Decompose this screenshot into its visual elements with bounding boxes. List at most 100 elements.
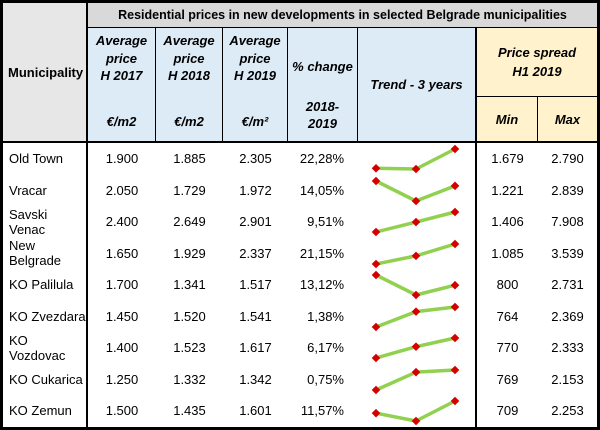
table-row: Savski Venac 2.400 2.649 2.901 9,51% 1.4… xyxy=(3,206,597,238)
trend-sparkline xyxy=(371,207,460,237)
min-cell: 1.085 xyxy=(491,245,524,261)
price-h2017-cell: 1.450 xyxy=(105,308,139,324)
municipality-header: Municipality xyxy=(3,3,88,143)
pct-change-cell: 1,38% xyxy=(307,308,344,324)
max-cell: 2.333 xyxy=(551,340,584,356)
price-h2019-cell: 1.972 xyxy=(239,182,272,198)
price-h2018-cell: 2.649 xyxy=(173,214,206,230)
pct-change-cell: 0,75% xyxy=(307,371,344,387)
price-h2017-cell: 1.900 xyxy=(105,151,139,167)
table-row: KO Vozdovac 1.400 1.523 1.617 6,17% 770 … xyxy=(3,332,597,364)
table-body: Old Town 1.900 1.885 2.305 22,28% 1.679 … xyxy=(3,143,597,427)
pct-change-cell: 21,15% xyxy=(299,245,344,261)
min-cell: 769 xyxy=(496,371,519,387)
price-h2018-cell: 1.523 xyxy=(173,340,206,356)
table-row: New Belgrade 1.650 1.929 2.337 21,15% 1.… xyxy=(3,237,597,269)
trend-cell xyxy=(358,206,477,238)
trend-cell xyxy=(358,143,477,175)
price-h2019-cell: 1.617 xyxy=(239,340,272,356)
trend-sparkline xyxy=(371,333,460,363)
municipality-cell: Vracar xyxy=(3,174,88,206)
max-cell: 2.731 xyxy=(551,277,584,293)
table-row: KO Palilula 1.700 1.341 1.517 13,12% 800… xyxy=(3,269,597,301)
pct-change-cell: 22,28% xyxy=(299,151,344,167)
avg-price-h2018-header: Average price H 2018 €/m2 xyxy=(156,28,223,143)
avg-price-label: Average price xyxy=(95,33,148,66)
trend-cell xyxy=(358,269,477,301)
pct-change-cell: 14,05% xyxy=(299,182,344,198)
price-h2019-cell: 2.901 xyxy=(239,214,272,230)
table-title-banner: Residential prices in new developments i… xyxy=(88,3,597,28)
max-cell: 2.839 xyxy=(551,182,584,198)
pct-change-cell: 13,12% xyxy=(299,277,344,293)
avg-price-h2019-header: Average price H 2019 €/m² xyxy=(223,28,288,143)
pct-change-header: % change 2018- 2019 xyxy=(288,28,358,143)
trend-sparkline xyxy=(371,396,460,426)
table-header: Municipality Residential prices in new d… xyxy=(3,3,597,143)
trend-cell xyxy=(358,237,477,269)
municipality-cell: Savski Venac xyxy=(3,206,88,238)
price-h2019-cell: 2.337 xyxy=(239,245,272,261)
max-cell: 2.153 xyxy=(551,371,584,387)
max-cell: 7.908 xyxy=(551,214,584,230)
trend-sparkline xyxy=(371,176,460,205)
avg-price-h2017-unit: €/m2 xyxy=(106,114,137,130)
municipality-cell: KO Palilula xyxy=(3,269,88,301)
trend-sparkline xyxy=(371,270,460,300)
price-h2018-cell: 1.929 xyxy=(173,245,206,261)
trend-cell xyxy=(358,174,477,206)
table-row: KO Cukarica 1.250 1.332 1.342 0,75% 769 … xyxy=(3,363,597,395)
max-cell: 2.253 xyxy=(551,403,584,419)
pct-change-cell: 9,51% xyxy=(307,214,344,230)
trend-sparkline xyxy=(371,302,460,331)
price-h2018-cell: 1.729 xyxy=(173,182,206,198)
pct-change-cell: 6,17% xyxy=(307,340,344,356)
price-h2017-cell: 1.400 xyxy=(105,340,139,356)
municipality-cell: KO Zvezdara xyxy=(3,300,88,332)
trend-cell xyxy=(358,332,477,364)
max-cell: 3.539 xyxy=(551,245,584,261)
price-h2017-cell: 1.700 xyxy=(105,277,139,293)
price-h2019-cell: 1.541 xyxy=(239,308,272,324)
price-h2018-cell: 1.341 xyxy=(173,277,206,293)
price-h2017-cell: 2.050 xyxy=(105,182,139,198)
min-header: Min xyxy=(477,97,538,143)
table-row: Vracar 2.050 1.729 1.972 14,05% 1.221 2.… xyxy=(3,174,597,206)
trend-header: Trend - 3 years xyxy=(358,28,477,143)
pct-change-range: 2018- 2019 xyxy=(305,98,340,132)
avg-price-h2018-label: Average price H 2018 xyxy=(157,32,221,85)
table-row: KO Zvezdara 1.450 1.520 1.541 1,38% 764 … xyxy=(3,300,597,332)
trend-sparkline xyxy=(371,365,460,394)
max-header: Max xyxy=(538,97,597,143)
min-cell: 709 xyxy=(496,403,519,419)
max-cell: 2.369 xyxy=(551,308,584,324)
municipality-cell: KO Vozdovac xyxy=(3,332,88,364)
avg-price-h2017-label: Average price H 2017 xyxy=(89,32,154,85)
trend-sparkline xyxy=(371,239,460,268)
price-h2017-cell: 1.650 xyxy=(105,245,139,261)
price-h2017-cell: 1.250 xyxy=(105,371,139,387)
trend-cell xyxy=(358,395,477,427)
avg-price-h2017-header: Average price H 2017 €/m2 xyxy=(88,28,156,143)
avg-price-period: H 2018 xyxy=(168,68,210,84)
price-h2017-cell: 2.400 xyxy=(105,214,139,230)
min-cell: 1.406 xyxy=(491,214,524,230)
municipality-cell: KO Zemun xyxy=(3,395,88,427)
price-h2018-cell: 1.885 xyxy=(173,151,206,167)
avg-price-label: Average price xyxy=(229,33,281,66)
max-cell: 2.790 xyxy=(551,151,584,167)
municipality-cell: Old Town xyxy=(3,143,88,175)
avg-price-period: H 2019 xyxy=(234,68,276,84)
table-row: KO Zemun 1.500 1.435 1.601 11,57% 709 2.… xyxy=(3,395,597,427)
min-cell: 770 xyxy=(496,340,519,356)
price-spread-line1: Price spread xyxy=(497,44,577,60)
price-h2019-cell: 1.601 xyxy=(239,403,272,419)
price-h2019-cell: 1.517 xyxy=(239,277,272,293)
avg-price-label: Average price xyxy=(163,33,215,66)
price-h2019-cell: 1.342 xyxy=(239,371,272,387)
avg-price-h2018-unit: €/m2 xyxy=(174,114,204,130)
trend-cell xyxy=(358,363,477,395)
price-h2018-cell: 1.332 xyxy=(173,371,206,387)
avg-price-h2019-label: Average price H 2019 xyxy=(224,32,286,85)
